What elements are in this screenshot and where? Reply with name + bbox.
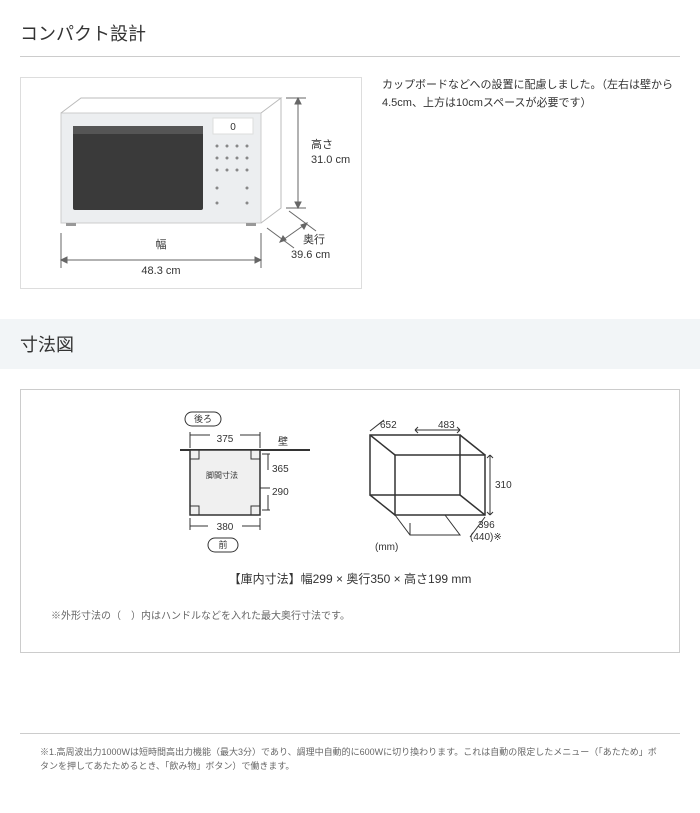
footprint-svg: 後ろ 壁 375 脚間寸法 365 290 (170, 410, 320, 560)
svg-text:前: 前 (218, 539, 227, 550)
display-text: 0 (230, 122, 236, 133)
compact-description: カップボードなどへの設置に配慮しました。（左右は壁から4.5cm、上方は10cm… (382, 77, 680, 289)
width-value: 48.3 cm (141, 265, 180, 277)
dimensions-box: 後ろ 壁 375 脚間寸法 365 290 (20, 389, 680, 653)
height-label: 高さ (311, 137, 333, 151)
dimensions-content: 後ろ 壁 375 脚間寸法 365 290 (41, 410, 659, 560)
interior-caption: 【庫内寸法】幅299 × 奥行350 × 高さ199 mm (41, 570, 659, 587)
svg-text:310: 310 (495, 480, 512, 491)
compact-row: 0 (20, 77, 680, 289)
svg-text:壁: 壁 (278, 435, 288, 448)
svg-text:375: 375 (217, 434, 234, 445)
svg-text:396: 396 (478, 520, 495, 531)
height-value: 31.0 cm (311, 154, 350, 166)
section-compact: コンパクト設計 0 (0, 0, 700, 289)
svg-text:(440)※: (440)※ (470, 532, 502, 543)
box3d-svg: 652 483 310 396 (440)※ (mm) (350, 410, 530, 560)
svg-text:後ろ: 後ろ (194, 413, 212, 424)
width-label: 幅 (156, 238, 167, 251)
svg-text:(mm): (mm) (375, 542, 398, 553)
depth-label: 奥行 (303, 232, 325, 246)
dimensions-note: ※外形寸法の（ ）内はハンドルなどを入れた最大奥行寸法です。 (41, 607, 659, 622)
depth-value: 39.6 cm (291, 249, 330, 261)
section-title-dimensions: 寸法図 (20, 331, 74, 357)
svg-text:483: 483 (438, 420, 455, 431)
footnote: ※1.高周波出力1000Wは短時間高出力機能（最大3分）であり、調理中自動的に6… (20, 733, 680, 813)
compact-figure: 0 (20, 77, 362, 289)
section-title-compact: コンパクト設計 (20, 0, 680, 57)
svg-text:290: 290 (272, 487, 289, 498)
svg-text:脚間寸法: 脚間寸法 (206, 470, 238, 480)
svg-text:380: 380 (217, 522, 234, 533)
dimensions-band: 寸法図 (0, 319, 700, 369)
microwave-svg: 0 (31, 88, 351, 278)
svg-text:365: 365 (272, 464, 289, 475)
